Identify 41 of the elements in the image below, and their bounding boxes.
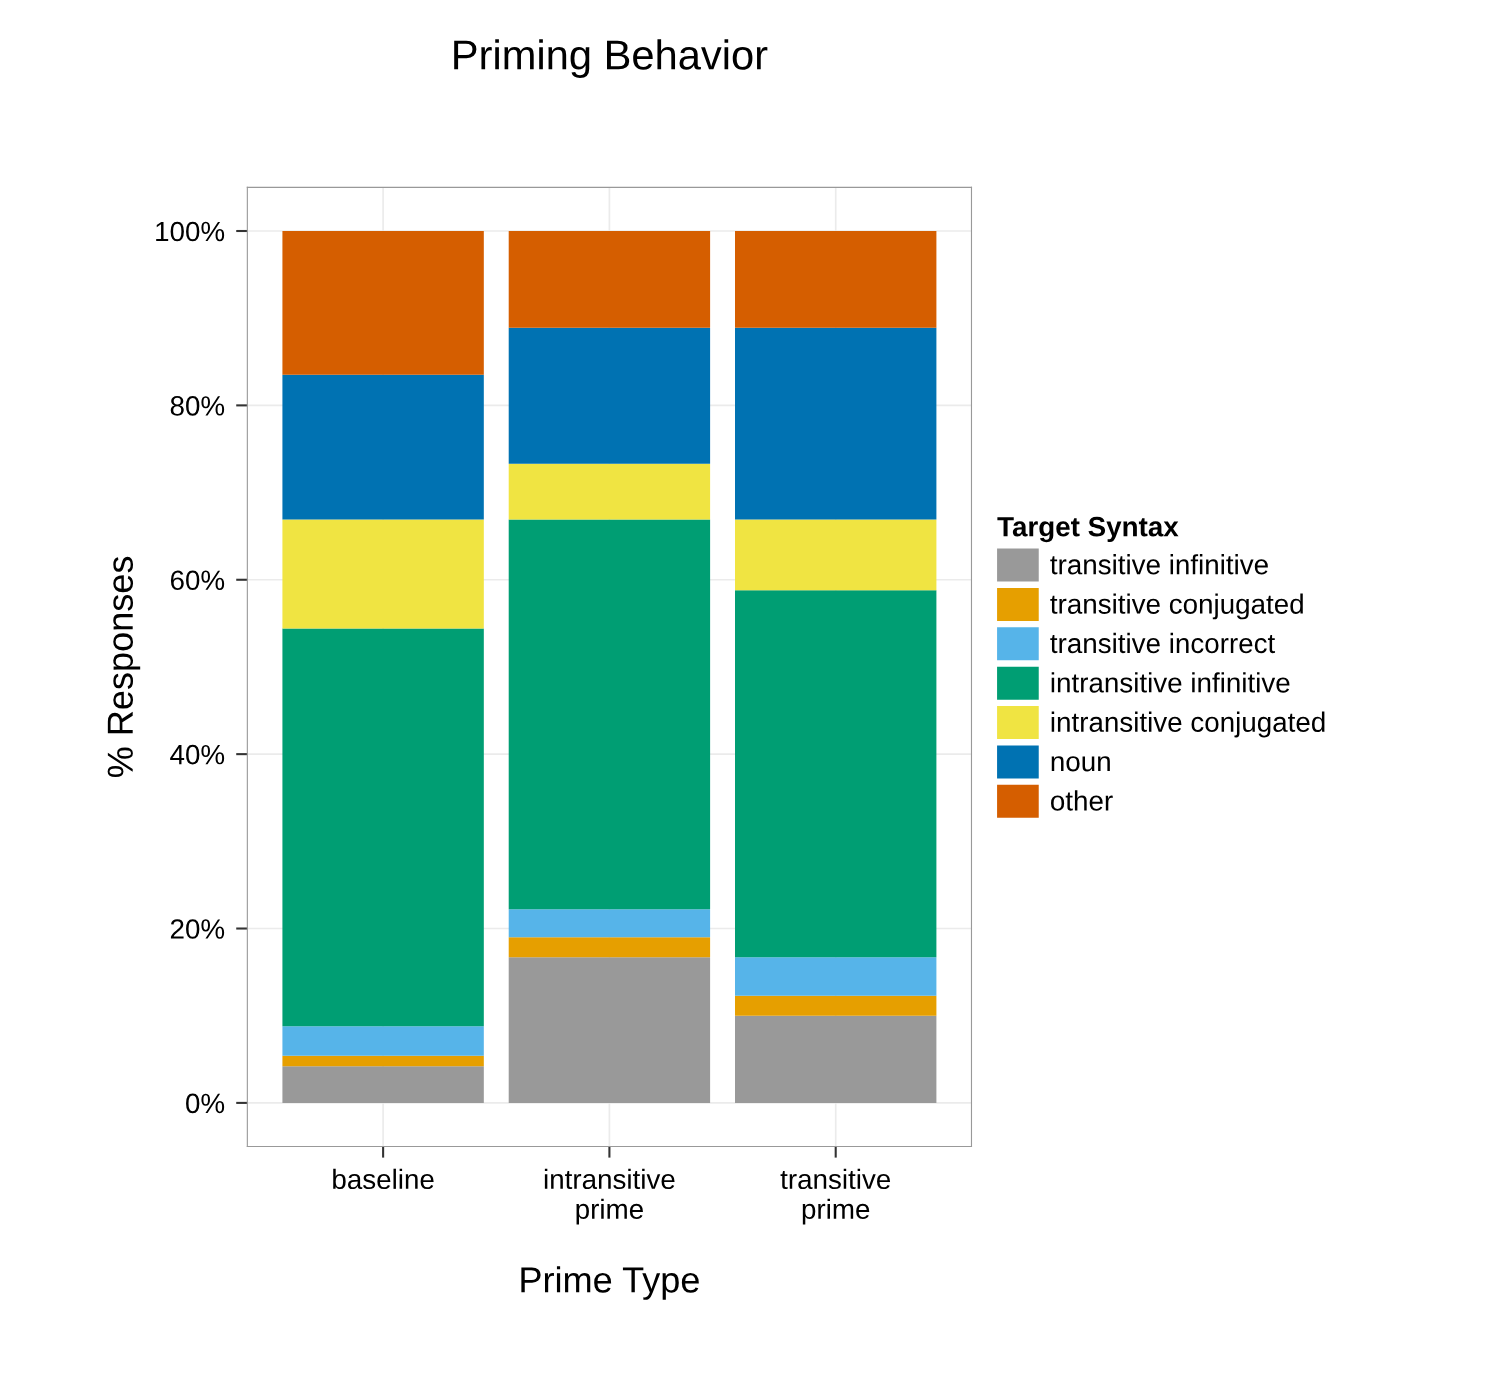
bar bbox=[282, 231, 484, 375]
y-axis-title: % Responses bbox=[107, 556, 141, 778]
bar bbox=[735, 231, 937, 328]
bar bbox=[508, 231, 711, 328]
y-tick-label: 0% bbox=[186, 1093, 225, 1114]
bar bbox=[735, 1015, 937, 1103]
x-tick-label: baseline bbox=[333, 1168, 434, 1190]
bar bbox=[508, 909, 711, 938]
legend-title: Target Syntax bbox=[997, 516, 1179, 543]
x-tick-label: intransitive prime bbox=[544, 1168, 675, 1225]
bar bbox=[508, 937, 711, 958]
legend-label: transitive infinitive bbox=[1050, 554, 1268, 575]
y-tick-label: 100% bbox=[156, 221, 225, 242]
bar bbox=[282, 519, 484, 629]
y-tick-label: 80% bbox=[170, 396, 225, 416]
bar bbox=[282, 1055, 484, 1067]
legend-label: intransitive infinitive bbox=[1051, 672, 1290, 693]
x-tick-label: transitive prime bbox=[780, 1168, 891, 1225]
x-axis-title: Prime Type bbox=[521, 1266, 699, 1300]
y-tick-label: 60% bbox=[170, 570, 225, 591]
bar bbox=[508, 519, 711, 910]
bar bbox=[508, 327, 711, 464]
legend-label: noun bbox=[1051, 756, 1110, 772]
legend-label: other bbox=[1051, 790, 1113, 811]
chart-title: Priming Behavior bbox=[454, 39, 768, 78]
bar bbox=[735, 995, 937, 1016]
bar bbox=[508, 463, 711, 520]
y-tick-label: 20% bbox=[170, 919, 225, 939]
bar bbox=[282, 628, 484, 1027]
bar bbox=[282, 1026, 484, 1056]
bar bbox=[282, 374, 484, 520]
bar bbox=[735, 519, 937, 591]
bar bbox=[508, 957, 711, 1103]
bar bbox=[282, 1066, 484, 1103]
legend-label: transitive incorrect bbox=[1050, 632, 1276, 654]
bar bbox=[735, 590, 937, 958]
bar bbox=[735, 957, 937, 996]
legend-label: transitive conjugated bbox=[1050, 593, 1303, 620]
y-tick-label: 40% bbox=[170, 744, 225, 765]
bar bbox=[735, 327, 937, 520]
legend-label: intransitive conjugated bbox=[1051, 711, 1325, 738]
